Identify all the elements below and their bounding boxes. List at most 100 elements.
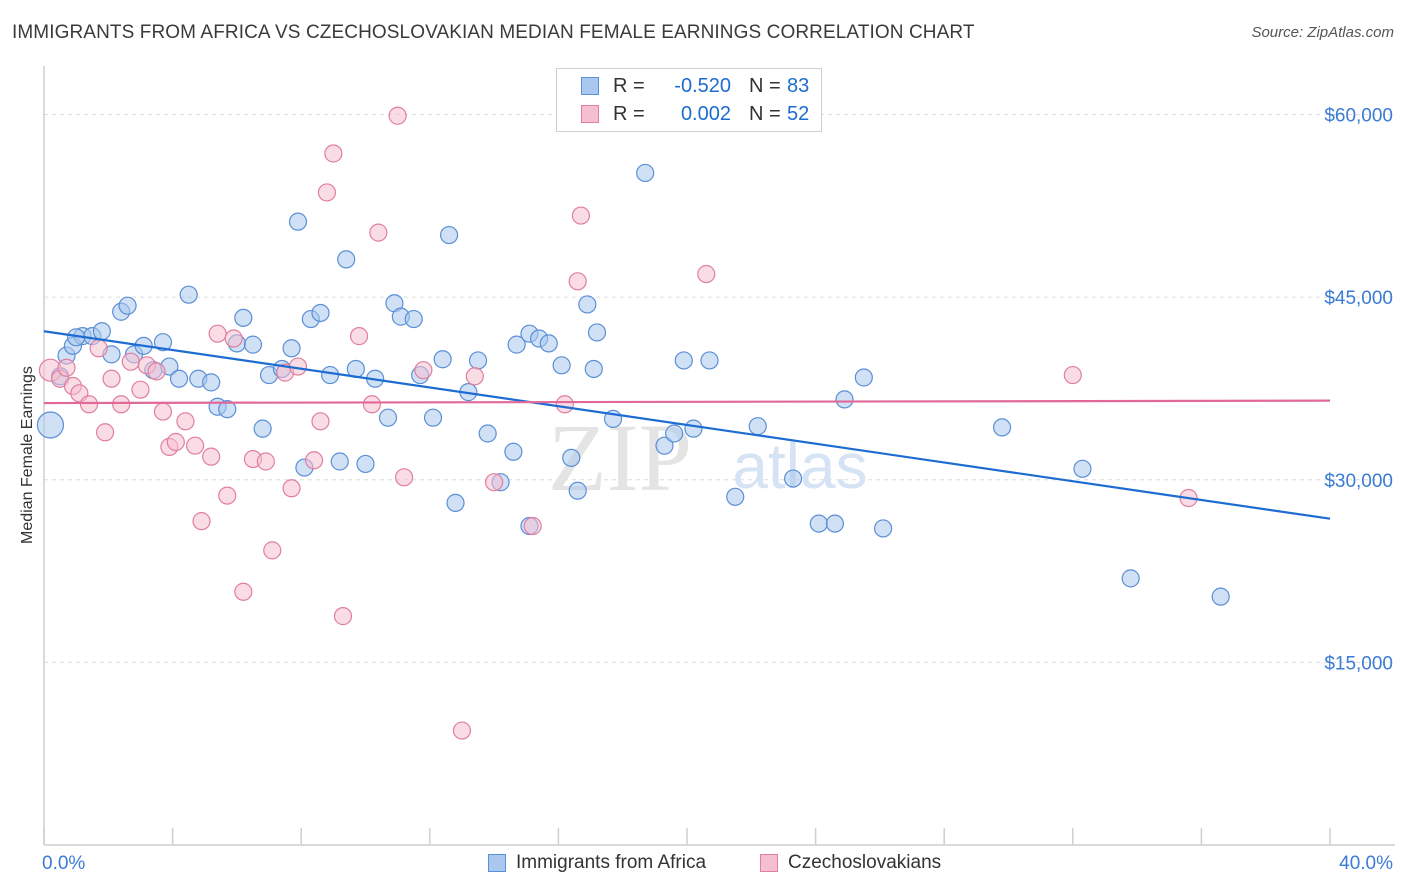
data-point	[874, 519, 893, 538]
data-point	[587, 323, 607, 342]
data-point	[404, 309, 423, 329]
data-point	[523, 516, 542, 536]
data-point	[854, 368, 873, 387]
data-point	[674, 351, 693, 370]
data-point	[102, 369, 121, 388]
data-point	[478, 424, 497, 443]
stats-n-label: N =	[749, 74, 781, 97]
y-tick-label: $45,000	[1324, 288, 1393, 309]
data-point	[369, 223, 388, 242]
data-point	[433, 350, 452, 369]
data-point	[825, 514, 844, 533]
data-point	[1073, 459, 1092, 478]
data-point	[282, 339, 301, 358]
data-point	[468, 351, 488, 370]
legend-item-africa[interactable]: Immigrants from Africa	[488, 852, 706, 874]
y-tick-label: $15,000	[1324, 653, 1393, 674]
data-point	[92, 322, 111, 341]
data-point	[330, 452, 349, 471]
stats-n-value-czechoslovakians: 52	[787, 102, 810, 125]
data-point	[452, 721, 472, 740]
data-point	[783, 469, 803, 488]
correlation-stats-box: R = -0.520 N = 83 R = 0.002 N = 52	[556, 68, 822, 132]
data-point	[394, 468, 414, 487]
data-point	[700, 351, 719, 370]
data-point	[571, 206, 591, 225]
stats-r-value-czechoslovakians: 0.002	[680, 102, 731, 125]
source-credit: Source: ZipAtlas.com	[1251, 24, 1394, 41]
series-czechoslovakians-points	[38, 106, 1198, 740]
x-tick-label: 40.0%	[1339, 853, 1393, 874]
data-point	[349, 327, 369, 346]
legend-label-czechoslovakians: Czechoslovakians	[788, 852, 942, 873]
data-point	[439, 225, 459, 245]
data-point	[147, 362, 166, 381]
data-point	[726, 487, 745, 506]
stats-n-label: N =	[749, 102, 781, 125]
data-point	[356, 454, 375, 474]
data-point	[179, 285, 198, 304]
y-tick-labels: $15,000 $30,000 $45,000 $60,000	[1324, 106, 1393, 675]
data-point	[131, 380, 150, 399]
data-point	[809, 514, 828, 533]
data-point	[992, 418, 1012, 437]
data-point	[665, 424, 684, 443]
data-point	[578, 295, 597, 314]
data-point	[485, 473, 504, 492]
data-point	[697, 264, 716, 284]
data-point	[79, 395, 99, 414]
data-point	[835, 390, 854, 409]
data-point	[568, 481, 587, 500]
trend-lines	[43, 330, 1331, 520]
data-point	[507, 335, 526, 354]
data-point	[1211, 587, 1230, 606]
data-point	[748, 417, 767, 436]
legend-swatch-czechoslovakians	[760, 854, 778, 872]
data-point	[555, 395, 574, 414]
trend-line	[43, 399, 1331, 405]
data-point	[208, 324, 227, 343]
stats-swatch-czechoslovakians	[581, 105, 599, 123]
trend-line	[43, 330, 1331, 520]
data-point	[317, 183, 337, 202]
data-point	[186, 436, 205, 455]
data-point	[288, 212, 308, 231]
data-point	[202, 447, 221, 466]
grid-lines	[44, 114, 1395, 663]
chart-title: IMMIGRANTS FROM AFRICA VS CZECHOSLOVAKIA…	[12, 22, 975, 43]
stats-r-label: R =	[613, 74, 645, 97]
data-point	[234, 582, 253, 601]
data-point	[263, 541, 282, 560]
data-point	[333, 607, 353, 626]
x-tick-labels: 0.0% 40.0%	[42, 853, 1393, 874]
stats-row-czechoslovakians: R = 0.002 N = 52	[557, 101, 809, 127]
data-point	[282, 479, 301, 498]
data-point	[311, 303, 330, 323]
data-point	[112, 395, 131, 414]
data-point	[202, 373, 221, 392]
stats-r-label: R =	[613, 102, 645, 125]
data-point	[234, 308, 253, 327]
legend-swatch-africa	[488, 854, 506, 872]
data-point	[176, 412, 195, 431]
legend-item-czechoslovakians[interactable]: Czechoslovakians	[760, 852, 941, 874]
data-point	[539, 334, 558, 353]
data-point	[324, 144, 343, 163]
data-point	[1121, 569, 1140, 588]
data-point	[153, 402, 173, 421]
stats-swatch-africa	[581, 77, 599, 95]
data-point	[166, 432, 185, 452]
data-point	[256, 452, 275, 471]
data-point	[89, 339, 108, 358]
data-point	[224, 329, 243, 348]
axes	[43, 66, 1395, 846]
data-point	[304, 451, 324, 470]
data-point	[1063, 365, 1082, 385]
data-point	[562, 448, 581, 467]
stats-r-value-africa: -0.520	[674, 74, 731, 97]
data-point	[584, 359, 603, 379]
data-point	[121, 352, 140, 371]
data-point	[57, 358, 76, 377]
y-tick-label: $60,000	[1324, 106, 1393, 127]
